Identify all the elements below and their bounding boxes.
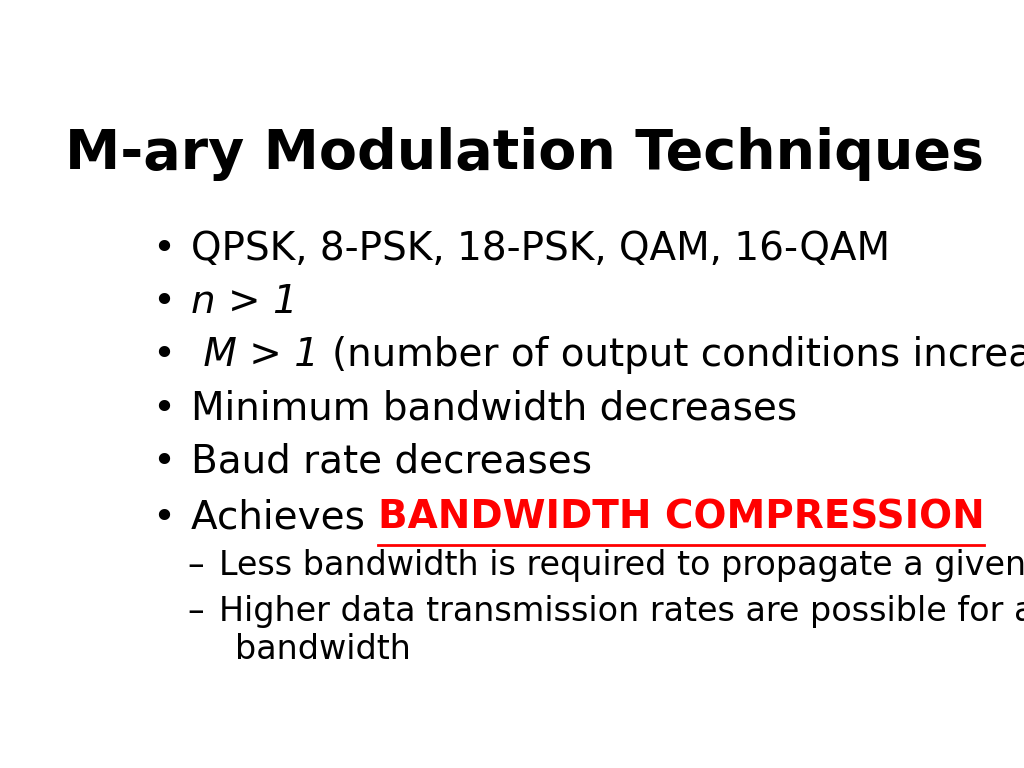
Text: M-ary Modulation Techniques: M-ary Modulation Techniques: [66, 127, 984, 181]
Text: n > 1: n > 1: [191, 283, 298, 321]
Text: Baud rate decreases: Baud rate decreases: [191, 443, 593, 481]
Text: Achieves: Achieves: [191, 499, 378, 537]
Text: bandwidth: bandwidth: [236, 633, 411, 666]
Text: –: –: [187, 595, 204, 628]
Text: BANDWIDTH COMPRESSION: BANDWIDTH COMPRESSION: [378, 499, 984, 537]
Text: •: •: [153, 336, 175, 374]
Text: –: –: [187, 549, 204, 581]
Text: •: •: [153, 230, 175, 268]
Text: •: •: [153, 443, 175, 481]
Text: Higher data transmission rates are possible for a given: Higher data transmission rates are possi…: [219, 595, 1024, 628]
Text: QPSK, 8-PSK, 18-PSK, QAM, 16-QAM: QPSK, 8-PSK, 18-PSK, QAM, 16-QAM: [191, 230, 891, 268]
Text: •: •: [153, 499, 175, 537]
Text: Minimum bandwidth decreases: Minimum bandwidth decreases: [191, 389, 798, 428]
Text: •: •: [153, 389, 175, 428]
Text: •: •: [153, 283, 175, 321]
Text: Less bandwidth is required to propagate a given bit rate: Less bandwidth is required to propagate …: [219, 549, 1024, 581]
Text: (number of output conditions increases): (number of output conditions increases): [332, 336, 1024, 374]
Text: M > 1: M > 1: [191, 336, 332, 374]
